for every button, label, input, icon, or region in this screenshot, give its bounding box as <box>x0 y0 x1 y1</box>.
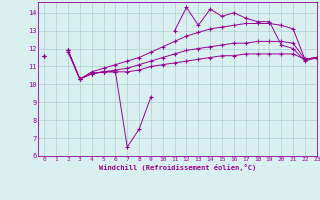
X-axis label: Windchill (Refroidissement éolien,°C): Windchill (Refroidissement éolien,°C) <box>99 164 256 171</box>
